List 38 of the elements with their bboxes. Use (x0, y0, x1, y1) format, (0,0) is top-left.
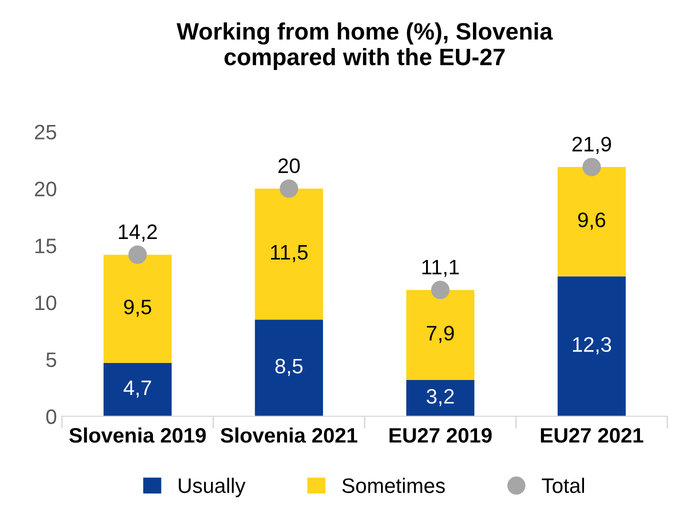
point (128, 245, 147, 264)
data-label: 4,7 (124, 380, 152, 398)
bar (558, 276, 626, 416)
point (431, 280, 450, 300)
legend-label: Sometimes (342, 478, 445, 494)
data-label: 9,5 (124, 300, 152, 317)
data-label: 11,1 (422, 260, 459, 277)
bar (104, 362, 172, 416)
bar (254, 320, 324, 416)
y-tick-label: 0 (46, 409, 56, 424)
chart-title: Working from home (%), Slovenia compared with the EU-27 (176, 22, 553, 70)
x-tick-label: EU27 2019 (390, 428, 492, 443)
y-tick-label: 25 (34, 124, 56, 140)
x-tick-label: Slovenia 2021 (220, 427, 358, 443)
y-tick-label: 5 (46, 352, 56, 368)
y-tick-label: 15 (35, 238, 56, 254)
x-tick-label: Slovenia 2019 (69, 427, 206, 443)
data-label: 11,5 (271, 245, 308, 262)
data-label: 21,9 (572, 136, 611, 154)
data-label: 3,2 (426, 388, 454, 406)
data-label: 9,6 (578, 212, 606, 230)
x-tick-label: EU27 2021 (540, 428, 644, 443)
point (582, 158, 601, 176)
data-label: 7,9 (426, 326, 454, 343)
bar (406, 380, 474, 416)
y-tick-label: 10 (35, 296, 56, 310)
point (280, 179, 298, 198)
data-label: 12,3 (572, 337, 612, 354)
bar (406, 290, 474, 380)
legend-label: Usually (178, 478, 246, 498)
bar (558, 167, 626, 276)
legend-label: Total (542, 478, 584, 494)
bar (254, 188, 324, 320)
data-label: 14,2 (118, 224, 157, 242)
data-label: 8,5 (275, 358, 303, 376)
data-label: 20 (278, 158, 300, 174)
y-tick-label: 20 (34, 182, 56, 196)
bar (104, 254, 172, 363)
